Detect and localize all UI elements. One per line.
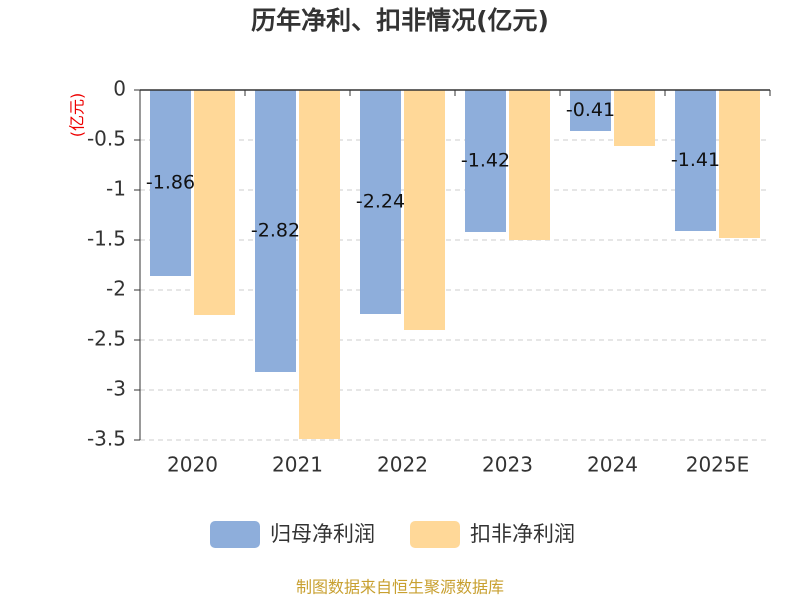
bar [719,90,760,238]
chart-title: 历年净利、扣非情况(亿元) [251,6,549,35]
bar [194,90,235,315]
bar [509,90,550,240]
legend-label: 归母净利润 [270,522,375,546]
legend-swatch [410,521,460,548]
y-tick-label: -0.5 [87,127,126,151]
y-tick-label: -3 [106,377,126,401]
bar [614,90,655,146]
bar [465,90,506,232]
bar [570,90,611,131]
x-tick-label: 2021 [272,453,323,477]
y-tick-label: -1 [106,177,126,201]
data-label: -1.42 [461,150,510,172]
data-label: -1.41 [671,149,720,171]
x-tick-label: 2024 [587,453,638,477]
x-tick-label: 2022 [377,453,428,477]
y-tick-label: -3.5 [87,427,126,451]
bar [150,90,191,276]
bar [299,90,340,439]
data-label: -2.82 [251,220,300,242]
data-label: -0.41 [566,99,615,121]
legend-swatch [210,521,260,548]
source-note: 制图数据来自恒生聚源数据库 [296,578,504,597]
x-tick-label: 2020 [167,453,218,477]
y-tick-label: -2.5 [87,327,126,351]
y-axis-label: (亿元) [68,93,87,138]
bar [404,90,445,330]
y-tick-label: 0 [113,77,126,101]
data-label: -2.24 [356,191,405,213]
bar [360,90,401,314]
x-tick-label: 2023 [482,453,533,477]
y-tick-label: -1.5 [87,227,126,251]
bar [675,90,716,231]
data-label: -1.86 [146,172,195,194]
legend-label: 扣非净利润 [470,522,575,546]
y-tick-label: -2 [106,277,126,301]
bar [255,90,296,372]
x-tick-label: 2025E [686,453,750,477]
